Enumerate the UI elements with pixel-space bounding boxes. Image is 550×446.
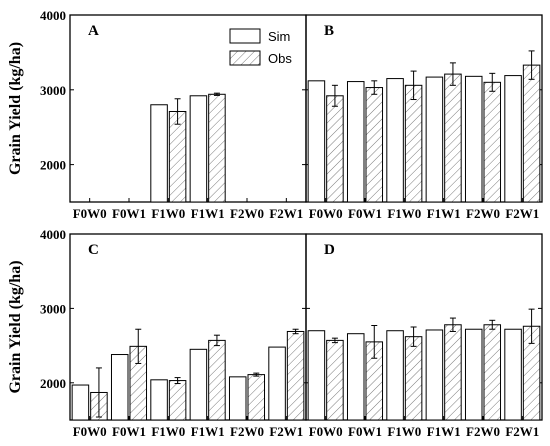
x-tick-label: F2W0: [466, 206, 500, 221]
x-tick-label: F2W1: [269, 206, 303, 221]
bar-obs: [444, 73, 462, 203]
x-tick-label: F1W1: [191, 424, 225, 439]
bar-sim: [464, 75, 483, 203]
bar-obs: [365, 87, 384, 203]
bar-sim: [307, 80, 326, 203]
bar-sim: [189, 95, 208, 203]
bar-obs: [404, 336, 423, 421]
x-tick-label: F0W1: [348, 206, 382, 221]
x-tick-label: F1W0: [151, 206, 185, 221]
bar-sim: [464, 328, 483, 421]
bar-obs: [483, 324, 502, 421]
legend-label-sim: Sim: [268, 29, 290, 44]
x-tick-label: F0W0: [309, 424, 343, 439]
x-tick-label: F2W1: [269, 424, 303, 439]
bar-obs: [208, 93, 226, 203]
x-tick-label: F0W0: [73, 424, 107, 439]
x-tick-label: F0W0: [309, 206, 343, 221]
bar-obs: [286, 330, 305, 421]
panel-letter: D: [324, 242, 335, 258]
x-tick-label: F1W1: [191, 206, 225, 221]
plot-frame: [305, 14, 543, 203]
y-tick-label: 3000: [40, 301, 66, 316]
x-tick-label: F1W1: [427, 424, 461, 439]
bar-sim: [386, 330, 404, 421]
bar-obs: [326, 339, 344, 421]
bar-obs: [208, 339, 226, 421]
y-tick-label: 2000: [40, 376, 66, 391]
y-tick-label: 4000: [40, 8, 66, 23]
x-tick-label: F2W0: [230, 206, 264, 221]
x-tick-label: F0W1: [112, 424, 146, 439]
bar-obs: [326, 95, 344, 203]
x-tick-label: F2W0: [466, 424, 500, 439]
bar-sim: [425, 329, 444, 421]
bar-obs: [247, 374, 266, 421]
bar-sim: [386, 78, 404, 203]
bar-obs: [168, 380, 187, 421]
y-axis-label: Grain Yield (kg/ha): [7, 260, 24, 393]
bar-sim: [504, 75, 522, 203]
panel-letter: A: [88, 23, 99, 39]
y-axis-label: Grain Yield (kg/ha): [7, 42, 24, 175]
bar-sim: [110, 354, 129, 421]
y-tick-label: 3000: [40, 83, 66, 98]
legend-swatch-sim: [229, 28, 261, 44]
bar-obs: [168, 110, 187, 203]
panel-d: F0W0 F0W1 F1W0 F1W1 F2W0 F2W1 D: [305, 233, 543, 439]
x-tick-label: F2W0: [230, 424, 264, 439]
bar-sim: [307, 330, 326, 421]
bar-sim: [228, 376, 247, 421]
panel-b: F0W0 F0W1 F1W0 F1W1 F2W0 F2W1 B: [305, 14, 543, 221]
x-tick-label: F0W1: [112, 206, 146, 221]
x-tick-label: F1W0: [387, 424, 421, 439]
bar-sim: [346, 81, 365, 203]
bar-sim: [150, 379, 168, 421]
bar-obs: [483, 81, 502, 203]
y-tick-label: 2000: [40, 158, 66, 173]
bar-sim: [425, 76, 444, 203]
panel-a: 2000 3000 4000 F0W0 F0W1 F1W0 F1W1 F2W0 F2W1 A Gra…: [7, 8, 307, 221]
legend-label-obs: Obs: [268, 51, 292, 66]
x-tick-label: F0W0: [73, 206, 107, 221]
bar-obs: [522, 64, 541, 203]
bar-sim: [71, 384, 90, 421]
bar-sim: [189, 348, 208, 421]
bar-sim: [150, 104, 168, 203]
x-tick-label: F2W1: [505, 424, 539, 439]
bar-sim: [268, 346, 286, 421]
x-tick-label: F1W1: [427, 206, 461, 221]
panel-letter: C: [88, 242, 99, 258]
bar-sim: [346, 333, 365, 421]
bar-obs: [444, 324, 462, 421]
x-tick-label: F1W0: [151, 424, 185, 439]
x-tick-label: F2W1: [505, 206, 539, 221]
x-tick-label: F1W0: [387, 206, 421, 221]
panel-c: 2000 3000 4000 F0W0 F0W1 F1W0 F1W1 F2W0 F2W1 C Gra…: [7, 227, 307, 439]
y-tick-label: 4000: [40, 227, 66, 242]
panels: 2000 3000 4000 F0W0 F0W1 F1W0 F1W1 F2W0 F2W1 A Gra…: [7, 8, 543, 439]
bar-sim: [504, 328, 522, 421]
bar-obs: [404, 84, 423, 203]
plot-frame: [305, 233, 543, 421]
legend-swatch-obs: [229, 50, 261, 66]
x-tick-label: F0W1: [348, 424, 382, 439]
panel-letter: B: [324, 23, 334, 39]
